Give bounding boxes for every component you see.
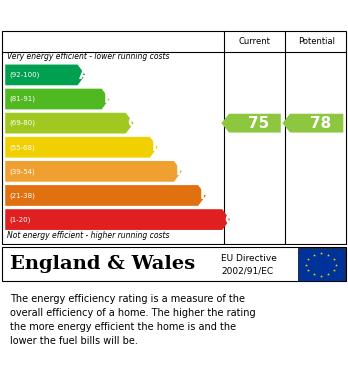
Polygon shape	[5, 113, 134, 133]
Polygon shape	[283, 114, 343, 133]
Text: Very energy efficient - lower running costs: Very energy efficient - lower running co…	[7, 52, 169, 61]
Text: 78: 78	[309, 116, 331, 131]
Text: G: G	[224, 213, 235, 226]
Text: C: C	[128, 116, 138, 130]
Text: 75: 75	[248, 116, 269, 131]
Bar	[298, 248, 345, 281]
Text: F: F	[200, 188, 209, 203]
Text: (69-80): (69-80)	[9, 120, 35, 126]
Text: D: D	[152, 140, 163, 154]
Polygon shape	[5, 185, 206, 206]
Polygon shape	[221, 114, 281, 133]
Text: (21-38): (21-38)	[9, 192, 35, 199]
Text: 2002/91/EC: 2002/91/EC	[221, 266, 273, 275]
Text: Not energy efficient - higher running costs: Not energy efficient - higher running co…	[7, 231, 169, 240]
Text: (55-68): (55-68)	[9, 144, 35, 151]
Polygon shape	[5, 65, 85, 85]
Text: (1-20): (1-20)	[9, 216, 31, 223]
Text: The energy efficiency rating is a measure of the
overall efficiency of a home. T: The energy efficiency rating is a measur…	[10, 294, 256, 346]
Polygon shape	[5, 89, 109, 109]
Text: (92-100): (92-100)	[9, 72, 40, 78]
Text: E: E	[176, 164, 185, 178]
Text: England & Wales: England & Wales	[10, 255, 196, 273]
Text: Energy Efficiency Rating: Energy Efficiency Rating	[10, 7, 232, 23]
Polygon shape	[5, 209, 230, 230]
Polygon shape	[5, 161, 182, 182]
Text: A: A	[79, 68, 90, 82]
Polygon shape	[5, 137, 158, 158]
Text: Current: Current	[239, 37, 271, 46]
Text: B: B	[103, 92, 114, 106]
Text: Potential: Potential	[298, 37, 335, 46]
Text: (39-54): (39-54)	[9, 168, 35, 175]
Text: EU Directive: EU Directive	[221, 254, 277, 263]
Text: (81-91): (81-91)	[9, 96, 35, 102]
